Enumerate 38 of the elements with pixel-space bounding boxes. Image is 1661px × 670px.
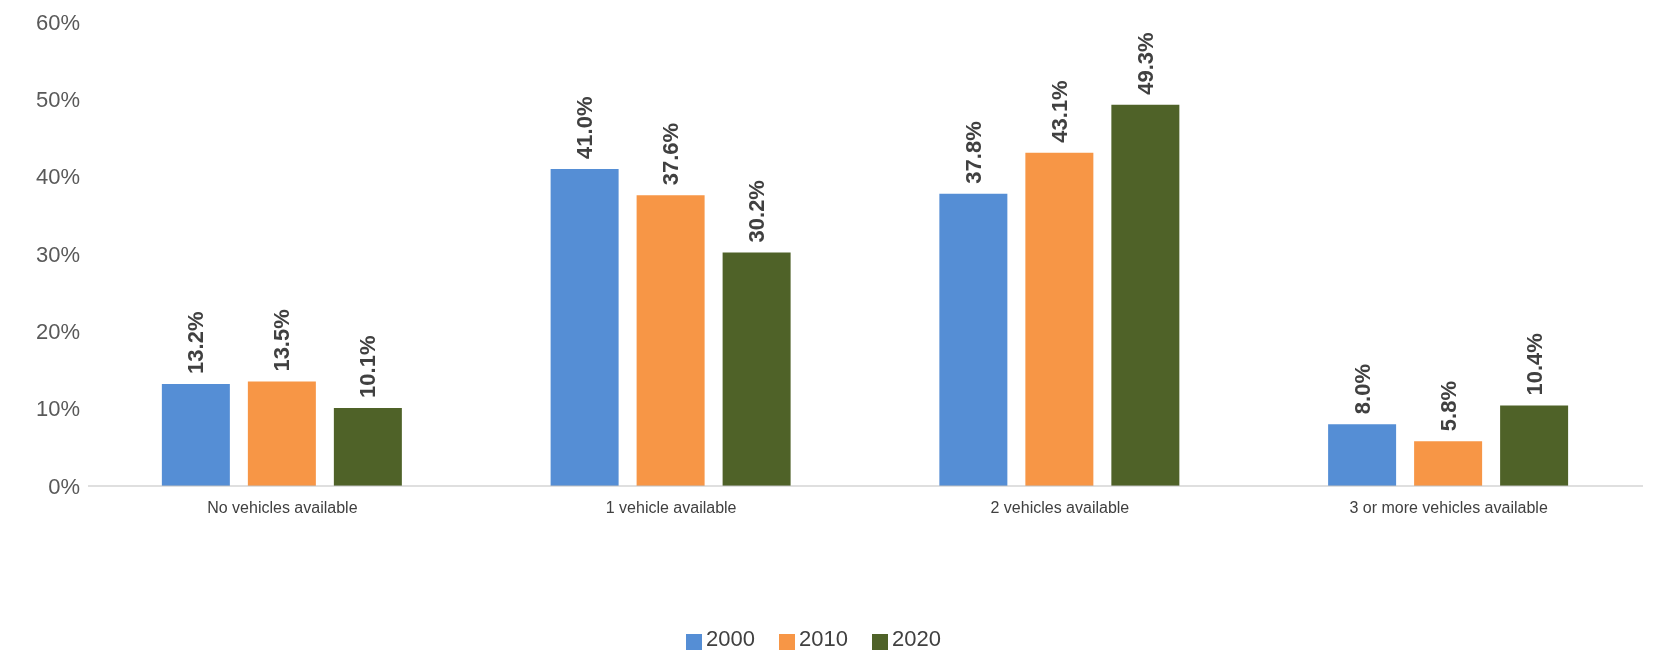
x-tick-label: 1 vehicle available: [605, 499, 737, 517]
data-label: 13.5%: [269, 309, 295, 372]
data-label: 43.1%: [1046, 80, 1072, 143]
bar: [247, 381, 316, 486]
x-tick-label: 2 vehicles available: [990, 499, 1130, 517]
legend-label: 2010: [799, 626, 848, 651]
bar: [1414, 441, 1483, 486]
y-tick-label: 0%: [48, 473, 80, 499]
y-tick-label: 50%: [35, 87, 80, 113]
data-label: 10.1%: [355, 335, 381, 398]
data-label: 10.4%: [1521, 333, 1547, 396]
data-label: 41.0%: [572, 96, 598, 159]
legend-label: 2020: [891, 626, 941, 651]
bar: [1328, 424, 1397, 486]
data-label: 8.0%: [1349, 363, 1375, 415]
x-tick-label: No vehicles available: [207, 499, 358, 517]
data-label: 37.6%: [658, 122, 684, 186]
bar: [333, 407, 402, 486]
x-tick-label: 3 or more vehicles available: [1349, 499, 1548, 517]
data-label: 5.8%: [1435, 380, 1461, 432]
bar: [1111, 104, 1180, 486]
bar: [1025, 152, 1094, 486]
legend-label: 2000: [706, 626, 756, 651]
data-label: 37.8%: [960, 121, 986, 184]
data-label: 30.2%: [744, 180, 770, 243]
bar: [722, 252, 791, 486]
bar: [161, 383, 230, 486]
bar: [1500, 405, 1569, 486]
y-tick-label: 30%: [35, 241, 80, 267]
bar: [636, 195, 705, 486]
data-label: 13.2%: [183, 311, 209, 374]
data-label: 49.3%: [1132, 32, 1158, 95]
y-tick-label: 60%: [35, 9, 80, 35]
y-tick-label: 20%: [35, 319, 80, 345]
y-tick-label: 40%: [35, 164, 80, 190]
y-tick-label: 10%: [35, 396, 80, 422]
bar: [550, 168, 619, 486]
bar: [939, 193, 1008, 486]
